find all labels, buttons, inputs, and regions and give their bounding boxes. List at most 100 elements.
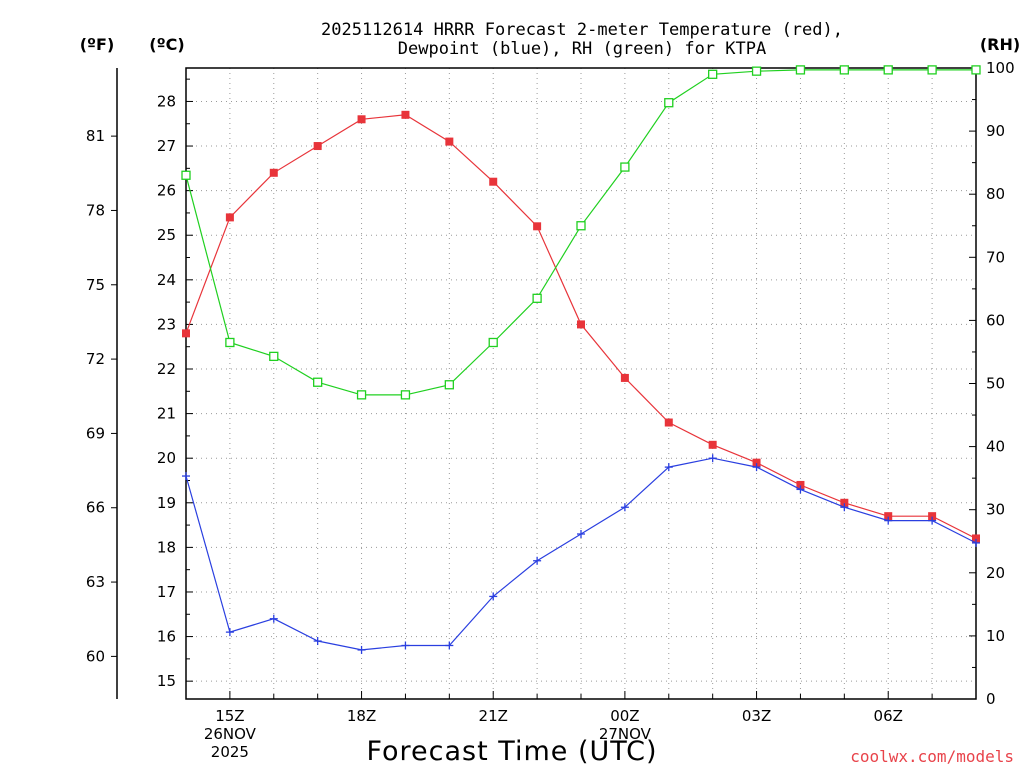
- data-point-marker: [313, 377, 323, 387]
- rh-tick-label: 80: [986, 185, 1005, 203]
- celsius-tick-label: 26: [157, 182, 176, 200]
- x-tick-label: 2025: [211, 743, 249, 761]
- celsius-tick-label: 27: [157, 137, 176, 155]
- fahrenheit-tick-label: 69: [86, 424, 105, 442]
- data-point-marker: [840, 498, 849, 507]
- celsius-tick-label: 18: [157, 538, 176, 556]
- data-point-marker: [884, 512, 893, 521]
- celsius-tick-label: 16: [157, 628, 176, 646]
- data-point-marker: [795, 65, 806, 75]
- data-point-marker: [708, 69, 718, 79]
- chart-title-line-2: Dewpoint (blue), RH (green) for KTPA: [398, 39, 766, 59]
- data-point-marker: [401, 641, 410, 650]
- fahrenheit-unit-label: (ºF): [80, 35, 115, 54]
- celsius-tick-label: 24: [157, 271, 176, 289]
- data-point-marker: [445, 137, 454, 146]
- data-point-marker: [400, 390, 411, 400]
- celsius-tick-label: 19: [157, 494, 176, 512]
- data-point-marker: [620, 373, 629, 382]
- data-point-marker: [577, 320, 585, 329]
- data-point-marker: [269, 614, 278, 623]
- data-point-marker: [225, 337, 235, 348]
- data-point-marker: [751, 66, 762, 76]
- x-tick-label: 15Z: [215, 707, 244, 725]
- x-tick-label: 21Z: [479, 707, 508, 725]
- celsius-tick-label: 22: [157, 360, 176, 378]
- axis-ticks: 15 16 17 18 19 20 21 22 23 24 25 26 27 28 60 63 66 69 72 75…: [86, 59, 1015, 761]
- data-point-marker: [269, 168, 278, 177]
- fahrenheit-tick-label: 63: [86, 573, 105, 591]
- x-tick-label: 00Z: [610, 707, 639, 725]
- data-point-marker: [664, 98, 674, 108]
- series-layer: [181, 65, 981, 654]
- series-2-meter-temperature: [182, 110, 980, 543]
- data-point-marker: [620, 503, 629, 512]
- data-point-marker: [708, 454, 717, 463]
- fahrenheit-tick-label: 66: [86, 499, 105, 517]
- celsius-tick-label: 23: [157, 315, 176, 333]
- data-point-marker: [796, 480, 805, 489]
- rh-tick-label: 70: [986, 248, 1005, 266]
- credit-text: coolwx.com/models: [850, 747, 1014, 766]
- fahrenheit-tick-label: 72: [86, 350, 105, 368]
- data-point-marker: [444, 380, 454, 390]
- data-point-marker: [577, 530, 585, 539]
- celsius-tick-label: 17: [157, 583, 176, 601]
- data-point-marker: [225, 213, 234, 222]
- data-point-marker: [972, 538, 980, 547]
- data-point-marker: [357, 115, 366, 124]
- fahrenheit-tick-label: 60: [86, 647, 105, 665]
- data-point-marker: [532, 293, 542, 303]
- rh-unit-label: (RH): [980, 35, 1020, 54]
- celsius-tick-label: 25: [157, 226, 176, 244]
- series-dewpoint: [182, 454, 980, 654]
- data-point-marker: [840, 503, 849, 512]
- rh-tick-label: 90: [986, 122, 1005, 140]
- data-point-marker: [401, 110, 410, 119]
- data-point-marker: [182, 329, 190, 338]
- rh-tick-label: 0: [986, 690, 996, 708]
- chart-title-line-1: 2025112614 HRRR Forecast 2-meter Tempera…: [321, 20, 843, 40]
- data-point-marker: [181, 170, 191, 180]
- data-point-marker: [313, 142, 322, 151]
- data-point-marker: [927, 65, 937, 75]
- rh-tick-label: 10: [986, 627, 1005, 645]
- x-tick-label: 18Z: [347, 707, 376, 725]
- grid-lines: [186, 68, 976, 699]
- celsius-tick-label: 21: [157, 405, 176, 423]
- fahrenheit-tick-label: 78: [86, 201, 105, 219]
- celsius-tick-label: 28: [157, 92, 176, 110]
- series-rh: [181, 65, 981, 400]
- x-tick-label: 03Z: [742, 707, 771, 725]
- x-axis-label: Forecast Time (UTC): [366, 736, 657, 767]
- celsius-tick-label: 20: [157, 449, 176, 467]
- data-point-marker: [533, 556, 542, 565]
- data-point-marker: [488, 337, 498, 348]
- data-point-marker: [225, 628, 234, 637]
- x-tick-label: 27NOV: [599, 725, 652, 743]
- data-point-marker: [708, 440, 717, 449]
- data-point-marker: [620, 162, 630, 172]
- fahrenheit-tick-label: 81: [86, 127, 105, 145]
- celsius-unit-label: (ºC): [149, 35, 184, 54]
- rh-tick-label: 20: [986, 564, 1005, 582]
- rh-tick-label: 60: [986, 311, 1005, 329]
- data-point-marker: [182, 472, 190, 481]
- rh-tick-label: 40: [986, 438, 1005, 456]
- data-point-marker: [928, 512, 937, 521]
- x-tick-label: 06Z: [874, 707, 903, 725]
- data-point-marker: [356, 390, 367, 400]
- data-point-marker: [752, 463, 761, 472]
- rh-tick-label: 30: [986, 501, 1005, 519]
- data-point-marker: [752, 458, 761, 467]
- data-point-marker: [971, 65, 981, 75]
- data-point-marker: [533, 222, 542, 231]
- fahrenheit-tick-label: 75: [86, 276, 105, 294]
- data-point-marker: [796, 485, 805, 494]
- series-line: [185, 457, 977, 651]
- data-point-marker: [489, 592, 498, 601]
- data-point-marker: [313, 637, 322, 646]
- data-point-marker: [664, 418, 673, 427]
- data-point-marker: [576, 221, 586, 231]
